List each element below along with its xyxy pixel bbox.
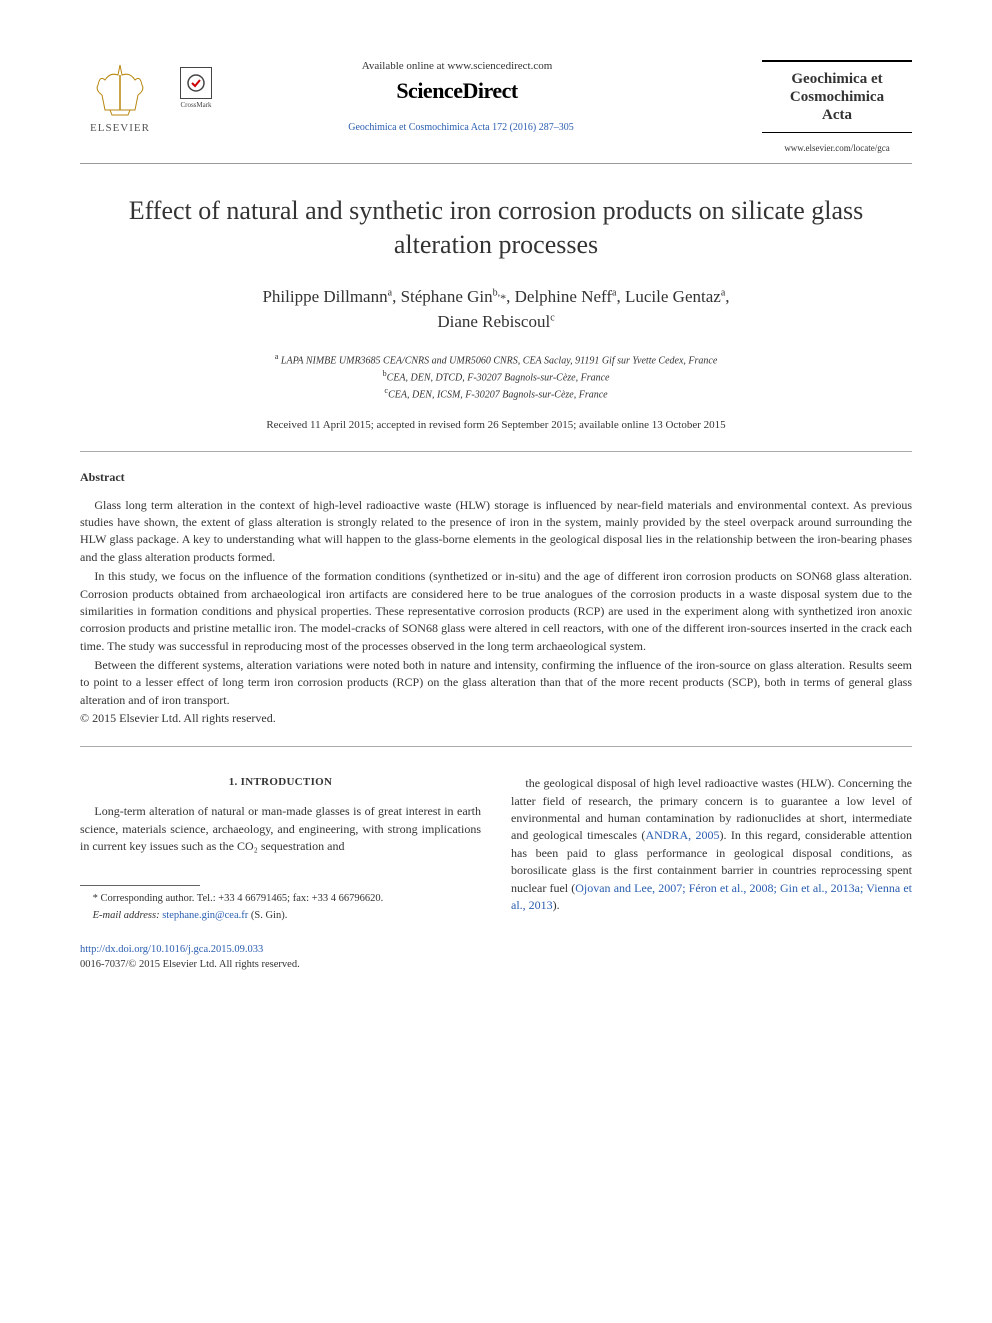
sciencedirect-logo[interactable]: ScienceDirect bbox=[232, 78, 682, 104]
elsevier-logo: ELSEVIER bbox=[80, 60, 160, 134]
footnotes: * Corresponding author. Tel.: +33 4 6679… bbox=[80, 892, 481, 923]
journal-title-box: Geochimica et Cosmochimica Acta www.else… bbox=[762, 60, 912, 153]
journal-name-line1: Geochimica et bbox=[766, 70, 908, 88]
email-link[interactable]: stephane.gin@cea.fr bbox=[162, 910, 248, 921]
abstract-copyright: © 2015 Elsevier Ltd. All rights reserved… bbox=[80, 711, 912, 726]
abstract-top-rule bbox=[80, 451, 912, 452]
abstract-p3: Between the different systems, alteratio… bbox=[80, 657, 912, 709]
crossmark-label: CrossMark bbox=[180, 101, 211, 109]
column-right: the geological disposal of high level ra… bbox=[511, 775, 912, 972]
journal-name-line2: Cosmochimica bbox=[766, 88, 908, 106]
doi-block: http://dx.doi.org/10.1016/j.gca.2015.09.… bbox=[80, 942, 481, 972]
journal-name-line3: Acta bbox=[766, 106, 908, 124]
email-label: E-mail address: bbox=[93, 910, 160, 921]
author-2: , Stéphane Gin bbox=[392, 287, 493, 306]
col2-text3: ). bbox=[553, 898, 560, 912]
crossmark-icon bbox=[180, 67, 212, 99]
affiliations: a LAPA NIMBE UMR3685 CEA/CNRS and UMR506… bbox=[80, 351, 912, 403]
crossmark-badge[interactable]: CrossMark bbox=[180, 67, 212, 109]
affiliation-c: CEA, DEN, ICSM, F-30207 Bagnols-sur-Cèze… bbox=[388, 390, 608, 401]
available-online-text: Available online at www.sciencedirect.co… bbox=[232, 60, 682, 72]
article-title: Effect of natural and synthetic iron cor… bbox=[80, 194, 912, 262]
email-line: E-mail address: stephane.gin@cea.fr (S. … bbox=[80, 909, 481, 924]
abstract-p2: In this study, we focus on the influence… bbox=[80, 568, 912, 655]
affiliation-a: LAPA NIMBE UMR3685 CEA/CNRS and UMR5060 … bbox=[281, 355, 717, 366]
affiliation-b: CEA, DEN, DTCD, F-30207 Bagnols-sur-Cèze… bbox=[387, 372, 610, 383]
header-rule bbox=[80, 163, 912, 164]
abstract-p1: Glass long term alteration in the contex… bbox=[80, 497, 912, 567]
abstract-bottom-rule bbox=[80, 746, 912, 747]
section-1-heading: 1. INTRODUCTION bbox=[80, 775, 481, 791]
abstract-heading: Abstract bbox=[80, 470, 912, 485]
author-3: , Delphine Neff bbox=[506, 287, 612, 306]
footnote-rule bbox=[80, 885, 200, 886]
issn-copyright: 0016-7037/© 2015 Elsevier Ltd. All right… bbox=[80, 957, 481, 972]
page-header: ELSEVIER CrossMark Available online at w… bbox=[80, 60, 912, 153]
author-list: Philippe Dillmanna, Stéphane Ginb,*, Del… bbox=[80, 284, 912, 335]
email-suffix: (S. Gin). bbox=[248, 910, 287, 921]
intro-p1-right: the geological disposal of high level ra… bbox=[511, 775, 912, 914]
elsevier-tree-icon bbox=[90, 60, 150, 120]
doi-link[interactable]: http://dx.doi.org/10.1016/j.gca.2015.09.… bbox=[80, 942, 481, 957]
body-columns: 1. INTRODUCTION Long-term alteration of … bbox=[80, 775, 912, 972]
citation-link[interactable]: Geochimica et Cosmochimica Acta 172 (201… bbox=[180, 122, 742, 133]
intro-p1-left: Long-term alteration of natural or man-m… bbox=[80, 803, 481, 855]
author-4: , Lucile Gentaz bbox=[617, 287, 721, 306]
article-dates: Received 11 April 2015; accepted in revi… bbox=[80, 419, 912, 431]
elsevier-label: ELSEVIER bbox=[90, 122, 150, 134]
author-5-aff: c bbox=[550, 312, 554, 323]
header-center: CrossMark Available online at www.scienc… bbox=[160, 60, 762, 133]
author-line1-comma: , bbox=[725, 287, 729, 306]
journal-url[interactable]: www.elsevier.com/locate/gca bbox=[762, 143, 912, 153]
corresponding-author-note: * Corresponding author. Tel.: +33 4 6679… bbox=[80, 892, 481, 907]
column-left: 1. INTRODUCTION Long-term alteration of … bbox=[80, 775, 481, 972]
ref-andra-2005[interactable]: ANDRA, 2005 bbox=[645, 828, 719, 842]
author-5: Diane Rebiscoul bbox=[437, 312, 550, 331]
abstract-body: Glass long term alteration in the contex… bbox=[80, 497, 912, 727]
author-1: Philippe Dillmann bbox=[262, 287, 387, 306]
